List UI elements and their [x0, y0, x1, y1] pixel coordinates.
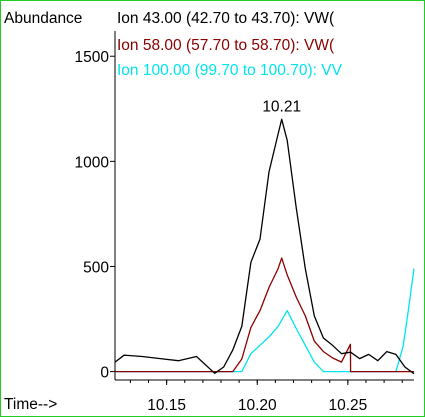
x-axis-label: Time-->	[4, 396, 57, 413]
tick-layer: 0 500 1000 1500 10.15 10.20 10.25	[75, 49, 403, 414]
y-axis-label: Abundance	[4, 10, 82, 27]
legend-entry-1: Ion 43.00 (42.70 to 43.70): VW(	[117, 10, 335, 27]
peak-annotation: 10.21	[262, 98, 301, 115]
y-tick-label: 0	[100, 365, 109, 382]
axes	[114, 31, 414, 381]
series-line-3	[115, 268, 415, 373]
y-tick-label: 500	[83, 259, 109, 276]
series-line-2	[115, 257, 414, 373]
legend-entry-2: Ion 58.00 (57.70 to 58.70): VW(	[117, 37, 335, 54]
y-tick-label: 1000	[75, 154, 110, 171]
series-line-1	[114, 118, 415, 375]
series-layer	[114, 118, 415, 375]
x-tick-label: 10.15	[147, 397, 186, 414]
legend-entry-3: Ion 100.00 (99.70 to 100.70): VV	[117, 62, 343, 79]
y-tick-label: 1500	[75, 49, 110, 66]
x-tick-label: 10.25	[328, 397, 367, 414]
x-tick-label: 10.20	[238, 397, 277, 414]
